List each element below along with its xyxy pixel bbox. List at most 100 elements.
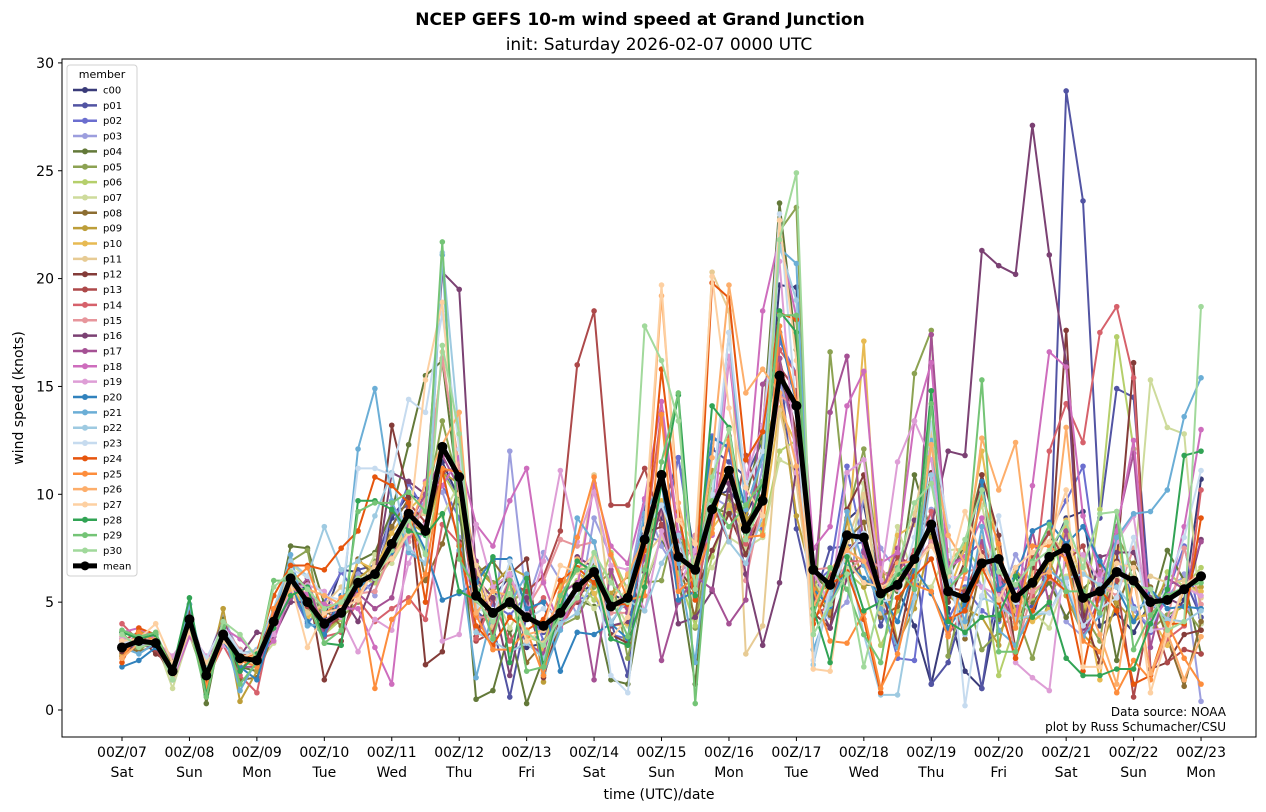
- data-point-p22: [726, 538, 732, 545]
- data-point-p24: [557, 577, 564, 584]
- legend-label: p09: [103, 224, 122, 235]
- legend-item-p08: p08: [73, 208, 122, 219]
- data-point-p26: [1181, 677, 1187, 683]
- data-point-p03: [1063, 618, 1069, 625]
- x-tick-day-label: Sun: [648, 765, 675, 781]
- data-point-p29: [962, 566, 968, 573]
- data-point-p30: [709, 474, 715, 480]
- data-point-p19: [844, 469, 850, 476]
- data-point-p12: [1181, 631, 1187, 638]
- data-point-p08: [877, 614, 884, 621]
- data-point-mean: [825, 579, 836, 590]
- data-point-p19: [355, 648, 361, 655]
- data-point-p08: [1198, 618, 1204, 625]
- data-point-p03: [439, 489, 446, 495]
- data-point-p20: [1029, 528, 1036, 534]
- data-point-p01: [945, 659, 951, 666]
- legend-item-p21: p21: [73, 408, 122, 419]
- data-point-p22: [557, 620, 564, 627]
- data-point-p29: [979, 377, 985, 383]
- data-point-p29: [574, 566, 581, 573]
- data-point-mean: [875, 588, 886, 599]
- data-point-p28: [1080, 672, 1086, 679]
- data-point-p29: [641, 566, 648, 573]
- data-point-mean: [437, 441, 448, 452]
- data-point-p01: [1063, 88, 1069, 94]
- legend-label: p27: [103, 500, 122, 511]
- legend-swatch-marker: [82, 455, 88, 462]
- data-point-p27: [1080, 664, 1086, 670]
- data-point-p18: [1063, 364, 1069, 370]
- data-point-p20: [894, 618, 901, 625]
- data-point-mean: [690, 564, 701, 575]
- data-point-p25: [759, 532, 766, 539]
- legend-label: p14: [103, 300, 122, 311]
- data-point-mean: [235, 653, 246, 664]
- data-point-p20: [254, 677, 260, 683]
- data-point-p27: [962, 508, 968, 515]
- data-point-p18: [1130, 437, 1137, 444]
- legend-label: p08: [103, 208, 122, 219]
- data-point-p07: [776, 456, 783, 463]
- data-point-p24: [1080, 668, 1086, 674]
- data-point-p01: [877, 623, 884, 629]
- data-point-p04: [1113, 657, 1120, 664]
- data-point-c00: [962, 668, 968, 674]
- data-point-p22: [928, 472, 935, 478]
- legend-label: p13: [103, 285, 122, 296]
- data-point-p23: [304, 573, 311, 580]
- credit-annotation: plot by Russ Schumacher/CSU: [1045, 720, 1226, 734]
- data-point-p29: [152, 629, 159, 636]
- x-tick-day-label: Sun: [1120, 765, 1147, 781]
- data-point-p20: [439, 597, 446, 603]
- data-point-p30: [220, 618, 226, 625]
- data-point-p26: [709, 454, 715, 461]
- data-point-p07: [1181, 431, 1187, 437]
- legend-item-p30: p30: [73, 546, 122, 557]
- data-point-p30: [1046, 547, 1053, 554]
- data-point-p30: [844, 571, 850, 577]
- data-point-mean: [302, 597, 313, 608]
- data-point-p30: [810, 631, 817, 638]
- data-point-p27: [304, 644, 311, 651]
- data-point-p17: [1198, 538, 1204, 545]
- data-point-mean: [201, 670, 212, 681]
- data-point-p04: [287, 543, 294, 549]
- data-point-p29: [1097, 610, 1103, 616]
- legend-item-p15: p15: [73, 316, 122, 327]
- data-point-p09: [220, 605, 226, 612]
- data-point-p23: [1080, 623, 1086, 629]
- legend-item-p19: p19: [73, 377, 122, 388]
- data-point-p19: [405, 560, 412, 567]
- data-point-p30: [1029, 560, 1036, 567]
- x-tick-day-label: Mon: [1186, 765, 1216, 781]
- data-point-mean: [926, 519, 937, 530]
- data-point-p24: [894, 595, 901, 601]
- data-point-p30: [1164, 627, 1171, 633]
- data-point-mean: [167, 666, 178, 677]
- data-point-p19: [1046, 687, 1053, 694]
- legend-swatch-marker: [82, 271, 88, 278]
- data-point-p08: [388, 523, 395, 530]
- data-point-p20: [540, 599, 547, 605]
- data-point-p19: [439, 638, 446, 644]
- x-tick-label: 00Z/14: [569, 745, 619, 761]
- data-point-p30: [1080, 564, 1086, 571]
- legend-label: p30: [103, 546, 122, 557]
- data-point-p04: [608, 677, 614, 683]
- data-point-mean: [353, 577, 364, 588]
- x-tick-day-label: Tue: [311, 765, 336, 781]
- data-point-p26: [726, 282, 732, 288]
- data-point-p07: [709, 564, 715, 571]
- legend-item-p25: p25: [73, 469, 122, 480]
- data-point-p01: [506, 694, 513, 700]
- x-tick-day-label: Thu: [445, 765, 472, 781]
- data-point-p15: [557, 536, 564, 543]
- data-point-p28: [776, 308, 783, 314]
- x-tick-day-label: Mon: [714, 765, 744, 781]
- series-line-p27: [121, 219, 1202, 694]
- x-tick-label: 00Z/15: [637, 745, 687, 761]
- data-point-p18: [759, 308, 766, 314]
- data-point-p26: [1097, 631, 1103, 638]
- data-point-p17: [591, 677, 597, 683]
